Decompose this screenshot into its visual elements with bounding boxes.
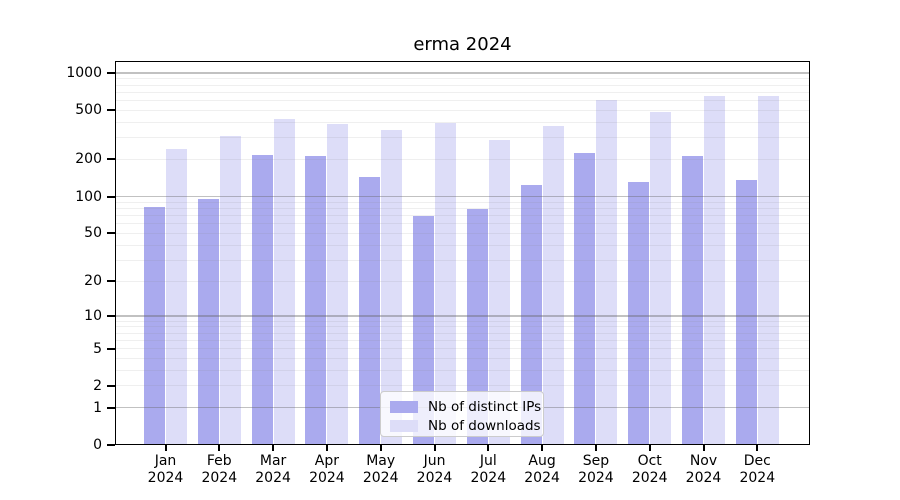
legend-item-downloads: Nb of downloads: [381, 417, 543, 434]
bar-downloads-nov: [704, 96, 725, 445]
x-tick-label: Nov 2024: [685, 453, 722, 486]
y-tick: [107, 314, 115, 317]
bar-downloads-dec: [757, 96, 779, 445]
bar-distinct-ips-jun: [413, 216, 434, 445]
y-tick-label: 0: [93, 437, 102, 453]
bar-distinct-ips-jan: [144, 207, 165, 445]
bar-downloads-jun: [435, 122, 456, 445]
x-tick-label: Feb 2024: [201, 453, 238, 486]
y-tick-label: 100: [75, 188, 102, 205]
x-tick: [756, 445, 759, 451]
legend-swatch-downloads: [390, 419, 418, 432]
y-tick-label: 1000: [66, 65, 102, 81]
bar-distinct-ips-aug: [520, 184, 542, 445]
chart-title: erma 2024: [413, 34, 512, 55]
y-tick: [107, 384, 115, 387]
x-tick: [648, 445, 651, 451]
y-tick: [107, 280, 115, 283]
bar-distinct-ips-feb: [197, 199, 219, 445]
y-tick-label: 5: [93, 340, 102, 357]
bar-distinct-ips-sep: [574, 153, 596, 445]
y-tick-label: 50: [84, 225, 102, 242]
x-tick: [379, 445, 382, 451]
y-tick-label: 10: [84, 307, 102, 324]
bar-distinct-ips-mar: [251, 155, 273, 445]
y-tick: [107, 158, 115, 161]
x-tick: [433, 445, 436, 451]
y-tick-label: 500: [75, 102, 102, 119]
y-tick: [107, 444, 115, 446]
y-tick: [107, 406, 115, 409]
y-tick-label: 200: [75, 151, 102, 168]
legend: Nb of distinct IPs Nb of downloads: [380, 391, 544, 437]
x-tick: [272, 445, 275, 451]
x-tick-label: Aug 2024: [524, 453, 560, 486]
y-tick: [107, 195, 115, 198]
bar-distinct-ips-oct: [628, 182, 650, 445]
y-tick: [107, 347, 115, 350]
bar-downloads-may: [381, 130, 403, 445]
bar-downloads-jan: [166, 148, 187, 445]
y-tick-label: 1: [93, 399, 102, 416]
legend-item-distinct-ips: Nb of distinct IPs: [381, 398, 543, 415]
y-tick: [107, 232, 115, 235]
x-tick: [164, 445, 167, 451]
x-tick: [487, 445, 490, 451]
bar-distinct-ips-jul: [466, 209, 488, 445]
bar-downloads-jul: [488, 139, 510, 445]
bar-downloads-aug: [542, 126, 564, 445]
x-tick: [541, 445, 544, 451]
bar-downloads-mar: [273, 119, 295, 445]
bar-downloads-sep: [596, 99, 618, 445]
y-tick-label: 20: [84, 273, 102, 290]
legend-swatch-distinct-ips: [390, 400, 418, 413]
legend-label-distinct-ips: Nb of distinct IPs: [428, 398, 542, 415]
x-tick-label: Jan 2024: [147, 453, 184, 486]
bar-distinct-ips-apr: [305, 155, 327, 445]
x-tick-label: May 2024: [362, 453, 399, 486]
y-tick: [107, 109, 115, 112]
y-tick-label: 2: [93, 377, 102, 394]
x-tick-label: Mar 2024: [255, 453, 291, 486]
x-tick: [218, 445, 221, 451]
x-tick: [325, 445, 328, 451]
x-tick-label: Apr 2024: [309, 453, 345, 486]
x-tick-label: Oct 2024: [631, 453, 668, 486]
bar-distinct-ips-may: [359, 177, 381, 445]
bar-downloads-feb: [219, 135, 241, 445]
x-tick-label: Sep 2024: [578, 453, 614, 486]
y-tick: [107, 72, 115, 74]
x-tick-label: Jul 2024: [470, 453, 507, 486]
bar-downloads-oct: [650, 112, 672, 445]
x-tick-label: Dec 2024: [739, 453, 776, 486]
legend-label-downloads: Nb of downloads: [428, 417, 541, 434]
bar-distinct-ips-nov: [682, 155, 703, 445]
x-tick: [594, 445, 597, 451]
x-tick: [702, 445, 705, 451]
bar-distinct-ips-dec: [735, 179, 757, 445]
x-tick-label: Jun 2024: [416, 453, 453, 486]
bar-downloads-apr: [327, 123, 349, 445]
